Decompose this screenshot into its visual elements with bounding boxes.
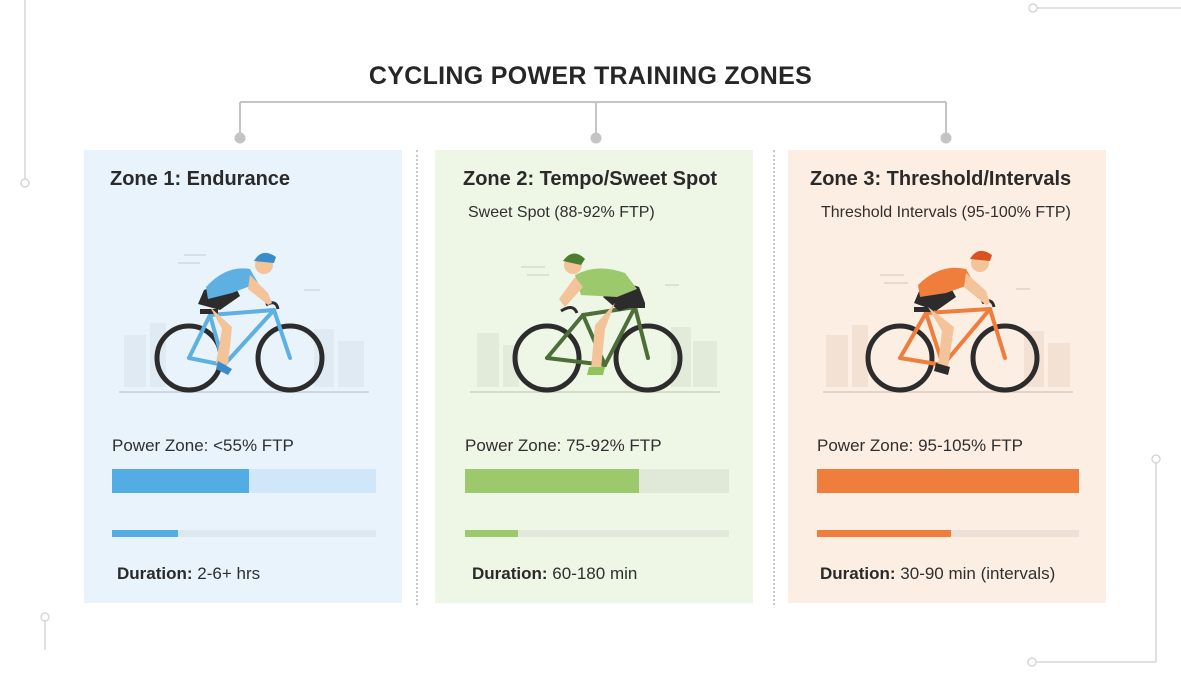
power-zone-bar-fill: [817, 469, 1079, 493]
zone-title: Zone 2: Tempo/Sweet Spot: [463, 168, 718, 190]
duration-bar: [112, 530, 376, 537]
zone-title: Zone 3: Threshold/Intervals: [810, 168, 1072, 190]
zone-card-endurance: Zone 1: Endurance Power Zone: <55% FTP D…: [84, 150, 402, 603]
duration-key: Duration:: [820, 564, 896, 583]
duration-bar-fill: [112, 530, 178, 537]
duration-value: 60-180 min: [552, 564, 638, 583]
duration-label: Duration: 60-180 min: [472, 564, 637, 584]
power-zone-label: Power Zone: 75-92% FTP: [465, 436, 662, 455]
column-divider: [773, 150, 775, 605]
duration-bar-fill: [465, 530, 518, 537]
cyclist-icon: [823, 250, 1073, 393]
page-title: CYCLING POWER TRAINING ZONES: [368, 62, 813, 90]
power-zone-label: Power Zone: <55% FTP: [112, 436, 294, 455]
cyclist-icon: [119, 252, 369, 393]
zone-subtitle: Sweet Spot (88-92% FTP): [468, 204, 655, 221]
power-zone-bar: [112, 469, 376, 493]
duration-value: 30-90 min (intervals): [900, 564, 1056, 583]
cyclist-icon: [470, 253, 720, 393]
zone-card-threshold: Zone 3: Threshold/Intervals Threshold In…: [788, 150, 1106, 603]
duration-label: Duration: 2-6+ hrs: [117, 564, 260, 584]
title-connector: [234, 101, 952, 144]
power-zone-bar-fill: [112, 469, 250, 493]
duration-value: 2-6+ hrs: [197, 564, 261, 583]
zone-subtitle: Threshold Intervals (95-100% FTP): [821, 204, 1071, 221]
duration-bar-fill: [817, 530, 951, 537]
duration-key: Duration:: [117, 564, 193, 583]
duration-bar: [817, 530, 1079, 537]
power-zone-bar: [465, 469, 729, 493]
power-zone-bar: [817, 469, 1079, 493]
power-zone-label: Power Zone: 95-105% FTP: [817, 436, 1023, 455]
duration-key: Duration:: [472, 564, 548, 583]
duration-label: Duration: 30-90 min (intervals): [820, 564, 1055, 584]
zone-title: Zone 1: Endurance: [110, 168, 291, 190]
column-divider: [416, 150, 418, 605]
power-zone-bar-fill: [465, 469, 640, 493]
duration-bar: [465, 530, 729, 537]
zone-card-tempo: Zone 2: Tempo/Sweet Spot Sweet Spot (88-…: [435, 150, 753, 603]
